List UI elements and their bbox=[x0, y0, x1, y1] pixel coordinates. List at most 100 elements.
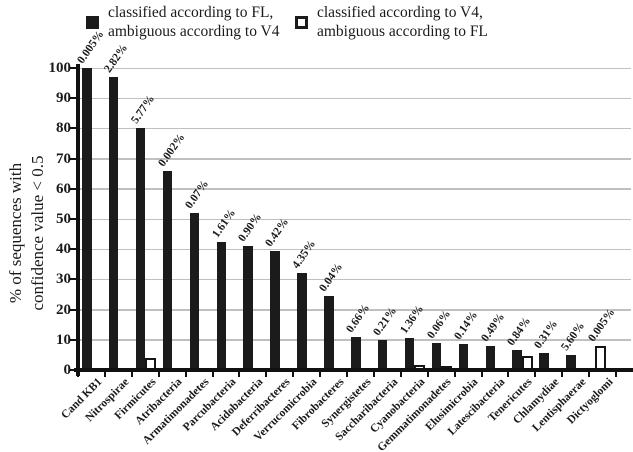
legend-label-v4: classified according to V4, ambiguous ac… bbox=[317, 3, 488, 41]
legend-label-fl-line1: classified according to FL, bbox=[108, 4, 274, 21]
x-tick-mark bbox=[292, 372, 295, 377]
bar-filled-saccharibacteria bbox=[377, 339, 388, 370]
gridline bbox=[79, 188, 631, 190]
legend-white-square-icon bbox=[295, 15, 308, 29]
bar-filled-elusimicrobia bbox=[458, 344, 469, 370]
gridline bbox=[79, 127, 631, 130]
y-tick-mark bbox=[70, 67, 77, 69]
y-tick-mark bbox=[70, 338, 77, 341]
bar-filled-firmicutes bbox=[135, 128, 146, 370]
gridline bbox=[79, 67, 631, 69]
gridline bbox=[79, 218, 631, 220]
y-tick-label: 90 bbox=[56, 90, 71, 107]
bar-percent-label: 0.66% bbox=[344, 301, 373, 335]
x-tick-mark bbox=[103, 372, 106, 377]
y-tick-label: 20 bbox=[56, 301, 71, 318]
bar-percent-label: 1.61% bbox=[209, 206, 238, 240]
gridline bbox=[79, 248, 631, 251]
y-tick-mark bbox=[70, 248, 77, 251]
x-tick-mark bbox=[534, 372, 537, 377]
y-tick-mark bbox=[70, 369, 77, 371]
x-tick-mark bbox=[319, 372, 322, 377]
legend-label-v4-line1: classified according to V4, bbox=[317, 4, 483, 21]
bar-filled-latescibacteria bbox=[485, 345, 495, 370]
x-tick-mark bbox=[453, 372, 456, 377]
legend-item-v4-classified: classified according to V4, ambiguous ac… bbox=[295, 3, 488, 41]
bar-outlined-dictyoglomi bbox=[595, 345, 607, 370]
bar-percent-label: 0.84% bbox=[505, 315, 534, 349]
bar-percent-label: 0.005% bbox=[586, 306, 618, 344]
bar-percent-label: 0.07% bbox=[182, 178, 211, 211]
bar-filled-cyanobacteria bbox=[404, 338, 415, 370]
bar-filled-lentisphaerae bbox=[566, 354, 576, 370]
bar-filled-chlamydiae bbox=[539, 353, 549, 370]
bar-filled-verrucomicrobia bbox=[297, 273, 307, 370]
bar-percent-label: 0.31% bbox=[532, 318, 561, 352]
x-tick-mark bbox=[372, 372, 375, 377]
y-tick-label: 70 bbox=[56, 150, 71, 167]
bar-percent-label: 0.90% bbox=[236, 211, 265, 245]
bar-percent-label: 0.005% bbox=[75, 28, 107, 67]
bar-percent-label: 0.002% bbox=[155, 131, 188, 169]
y-tick-label: 60 bbox=[56, 180, 71, 197]
y-tick-mark bbox=[70, 308, 77, 311]
y-tick-label: 10 bbox=[56, 331, 71, 348]
y-tick-mark bbox=[70, 218, 77, 220]
bar-outlined-tenericutes bbox=[521, 356, 533, 370]
y-tick-label: 0 bbox=[63, 362, 72, 378]
y-tick-mark bbox=[70, 187, 77, 190]
bar-percent-label: 0.04% bbox=[317, 261, 346, 294]
x-tick-mark bbox=[346, 372, 348, 377]
bar-outlined-cyanobacteria bbox=[414, 365, 426, 370]
gridline bbox=[79, 158, 631, 160]
y-tick-label: 80 bbox=[56, 120, 71, 137]
legend-black-square-icon bbox=[86, 15, 99, 29]
bar-percent-label: 0.42% bbox=[263, 215, 292, 249]
bar-percent-label: 0.14% bbox=[451, 309, 480, 343]
bar-percent-label: 4.35% bbox=[290, 238, 319, 272]
gridline bbox=[79, 97, 631, 100]
y-tick-mark bbox=[70, 278, 77, 281]
bar-filled-cand-kb1 bbox=[82, 68, 92, 370]
y-tick-mark bbox=[70, 127, 77, 130]
bar-percent-label: 0.06% bbox=[424, 308, 453, 341]
x-tick-mark bbox=[130, 372, 133, 377]
x-tick-mark bbox=[480, 372, 483, 377]
legend-item-fl-classified: classified according to FL, ambiguous ac… bbox=[86, 3, 279, 41]
bar-percent-label: 2.82% bbox=[102, 42, 131, 76]
bar-percent-label: 5.60% bbox=[559, 320, 588, 353]
x-tick-mark bbox=[615, 372, 617, 377]
gridline bbox=[79, 278, 631, 281]
x-tick-mark bbox=[157, 372, 160, 377]
y-axis-line bbox=[76, 64, 80, 376]
x-tick-mark bbox=[561, 372, 564, 377]
bar-filled-acidobacteria bbox=[243, 246, 253, 370]
x-axis-line bbox=[74, 368, 633, 372]
x-tick-mark bbox=[211, 372, 214, 377]
y-tick-mark bbox=[70, 97, 77, 100]
bar-filled-tenericutes bbox=[512, 350, 522, 370]
bar-filled-nitrospirae bbox=[108, 77, 119, 370]
y-tick-label: 50 bbox=[56, 211, 71, 227]
y-tick-label: 100 bbox=[48, 60, 72, 76]
legend-label-v4-line2: ambiguous according to FL bbox=[317, 23, 488, 40]
bar-filled-atribacteria bbox=[162, 170, 173, 370]
bar-filled-parcubacteria bbox=[216, 241, 226, 370]
y-tick-label: 30 bbox=[56, 271, 71, 288]
x-tick-mark bbox=[588, 372, 591, 377]
legend-label-fl-line2: ambiguous according to V4 bbox=[108, 23, 280, 40]
y-tick-mark bbox=[70, 157, 77, 160]
bar-filled-armatimonadetes bbox=[189, 212, 200, 370]
gridline bbox=[79, 309, 631, 311]
x-tick-mark bbox=[238, 372, 241, 377]
bar-outlined-firmicutes bbox=[145, 357, 157, 370]
x-tick-mark bbox=[426, 372, 429, 377]
y-tick-label: 40 bbox=[56, 241, 71, 258]
x-tick-mark bbox=[507, 372, 510, 377]
bar-filled-fibrobacteres bbox=[324, 296, 334, 370]
legend-label-fl: classified according to FL, ambiguous ac… bbox=[108, 3, 279, 41]
x-tick-mark bbox=[399, 372, 402, 377]
bar-filled-synergistetes bbox=[351, 336, 361, 370]
